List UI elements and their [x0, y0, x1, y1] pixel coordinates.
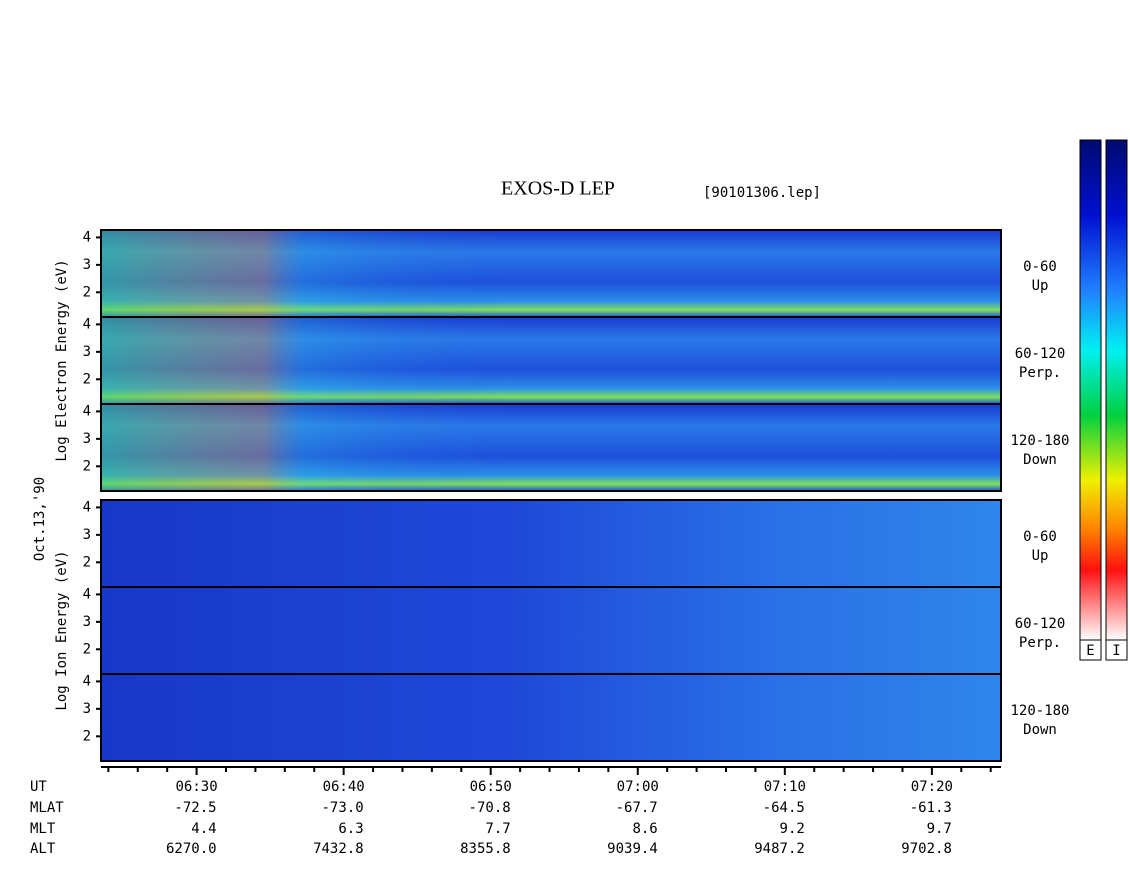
y-tick-label: 2 [83, 554, 91, 570]
colorbar [1105, 139, 1128, 641]
y-tick-label: 4 [83, 499, 91, 515]
direction-label: Down [1023, 452, 1057, 468]
ephemeris-value: 9.2 [780, 821, 805, 837]
ephemeris-value: 4.4 [191, 821, 216, 837]
y-tick-label: 3 [83, 344, 91, 360]
spectrogram-panel [101, 674, 1001, 761]
spectrogram-texture [101, 230, 506, 317]
pitch-label: 120-180 [1010, 433, 1069, 449]
y-tick-label: 3 [83, 431, 91, 447]
y-tick-label: 2 [83, 641, 91, 657]
ephemeris-value: 9702.8 [901, 841, 952, 857]
colorbar [1079, 139, 1102, 641]
panel-frame [100, 403, 1002, 492]
y-tick-label: 4 [83, 673, 91, 689]
ephemeris-value: 8.6 [632, 821, 657, 837]
y-tick-label: 4 [83, 586, 91, 602]
colorbar-label-box [1079, 639, 1102, 661]
pitch-label: 60-120 [1015, 616, 1066, 632]
spectrogram-texture [101, 317, 506, 404]
ephemeris-value: 6270.0 [166, 841, 217, 857]
colorbar-label: E [1086, 643, 1094, 659]
direction-label: Up [1032, 278, 1049, 294]
pitch-label: 0-60 [1023, 529, 1057, 545]
y-tick-label: 3 [83, 527, 91, 543]
y-tick-label: 4 [83, 403, 91, 419]
panel-frame [100, 673, 1002, 762]
y-axis-label: Log Electron Energy (eV) [54, 259, 70, 461]
ephemeris-value: -70.8 [469, 800, 511, 816]
direction-label: Up [1032, 548, 1049, 564]
ephemeris-value: 9487.2 [754, 841, 805, 857]
y-tick-label: 2 [83, 458, 91, 474]
direction-label: Down [1023, 722, 1057, 738]
y-tick-label: 3 [83, 701, 91, 717]
x-tick-label: 07:10 [764, 779, 806, 795]
x-tick-label: 07:20 [911, 779, 953, 795]
pitch-label: 0-60 [1023, 259, 1057, 275]
y-tick-label: 2 [83, 728, 91, 744]
x-axis-label: UT [30, 779, 47, 795]
y-tick-label: 2 [83, 284, 91, 300]
y-tick-label: 3 [83, 614, 91, 630]
ephemeris-value: 6.3 [338, 821, 363, 837]
colorbar-label-box [1105, 639, 1128, 661]
y-tick-label: 3 [83, 257, 91, 273]
ephemeris-name: MLAT [30, 800, 64, 816]
ephemeris-value: 8355.8 [460, 841, 511, 857]
direction-label: Perp. [1019, 635, 1061, 651]
pitch-label: 60-120 [1015, 346, 1066, 362]
y-tick-label: 4 [83, 229, 91, 245]
ephemeris-value: -73.0 [321, 800, 363, 816]
spectrogram-panel [101, 500, 1001, 587]
y-tick-label: 2 [83, 371, 91, 387]
spectrogram-panel [101, 587, 1001, 674]
ephemeris-value: 7.7 [485, 821, 510, 837]
ephemeris-value: 9039.4 [607, 841, 658, 857]
subtitle: [90101306.lep] [703, 185, 821, 201]
x-tick-label: 06:30 [176, 779, 218, 795]
chart-title: EXOS-D LEP [501, 178, 615, 200]
ephemeris-value: -67.7 [616, 800, 658, 816]
ephemeris-value: -61.3 [910, 800, 952, 816]
y-tick-label: 4 [83, 316, 91, 332]
ephemeris-value: -72.5 [174, 800, 216, 816]
ephemeris-name: MLT [30, 821, 56, 837]
ephemeris-value: -64.5 [763, 800, 805, 816]
ephemeris-name: ALT [30, 841, 56, 857]
x-tick-label: 06:50 [470, 779, 512, 795]
y-axis-label: Log Ion Energy (eV) [54, 550, 70, 710]
date-label: Oct.13,'90 [32, 477, 48, 561]
x-tick-label: 07:00 [617, 779, 659, 795]
pitch-label: 120-180 [1010, 703, 1069, 719]
colorbar-label: I [1112, 643, 1120, 659]
ephemeris-value: 9.7 [927, 821, 952, 837]
spectrogram-texture [101, 404, 506, 491]
x-tick-label: 06:40 [323, 779, 365, 795]
direction-label: Perp. [1019, 365, 1061, 381]
ephemeris-value: 7432.8 [313, 841, 364, 857]
